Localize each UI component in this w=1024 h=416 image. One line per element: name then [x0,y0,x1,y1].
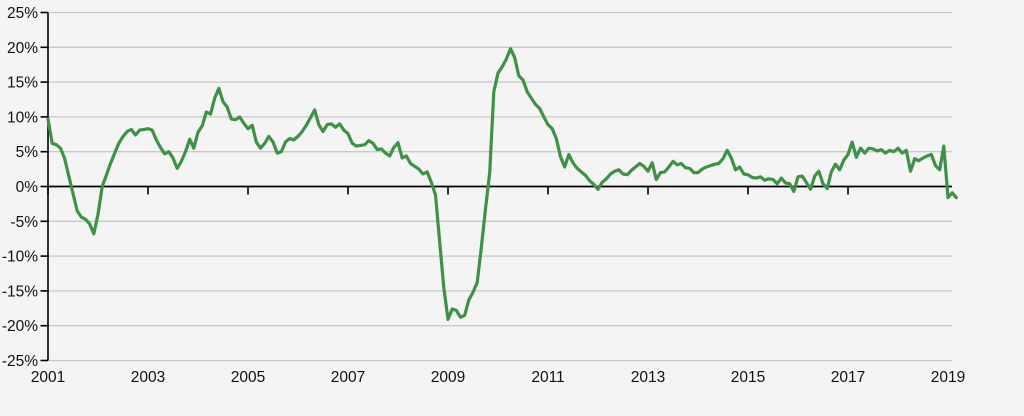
x-axis-label: 2003 [131,369,165,386]
y-axis-label: 20% [7,40,38,57]
x-axis-label: 2015 [731,369,765,386]
y-axis-label: 25% [7,5,38,22]
y-axis-label: -20% [2,318,38,335]
x-axis-label: 2017 [831,369,865,386]
y-axis-label: 0% [16,179,39,196]
y-axis-label: -5% [10,214,38,231]
y-axis-label: 5% [16,144,39,161]
y-axis-label: 15% [7,75,38,92]
x-axis-label: 2005 [231,369,265,386]
x-axis-label: 2007 [331,369,365,386]
data-series-line [46,47,958,321]
y-axis-label: -15% [2,283,38,300]
y-axis-label: 10% [7,109,38,126]
y-axis-label: -10% [2,249,38,266]
x-axis-label: 2013 [631,369,665,386]
x-axis-label: 2001 [31,369,65,386]
x-axis-label: 2011 [531,369,564,386]
x-axis-label: 2019 [931,369,965,386]
x-axis-label: 2009 [431,369,465,386]
y-axis-label: -25% [2,353,38,370]
